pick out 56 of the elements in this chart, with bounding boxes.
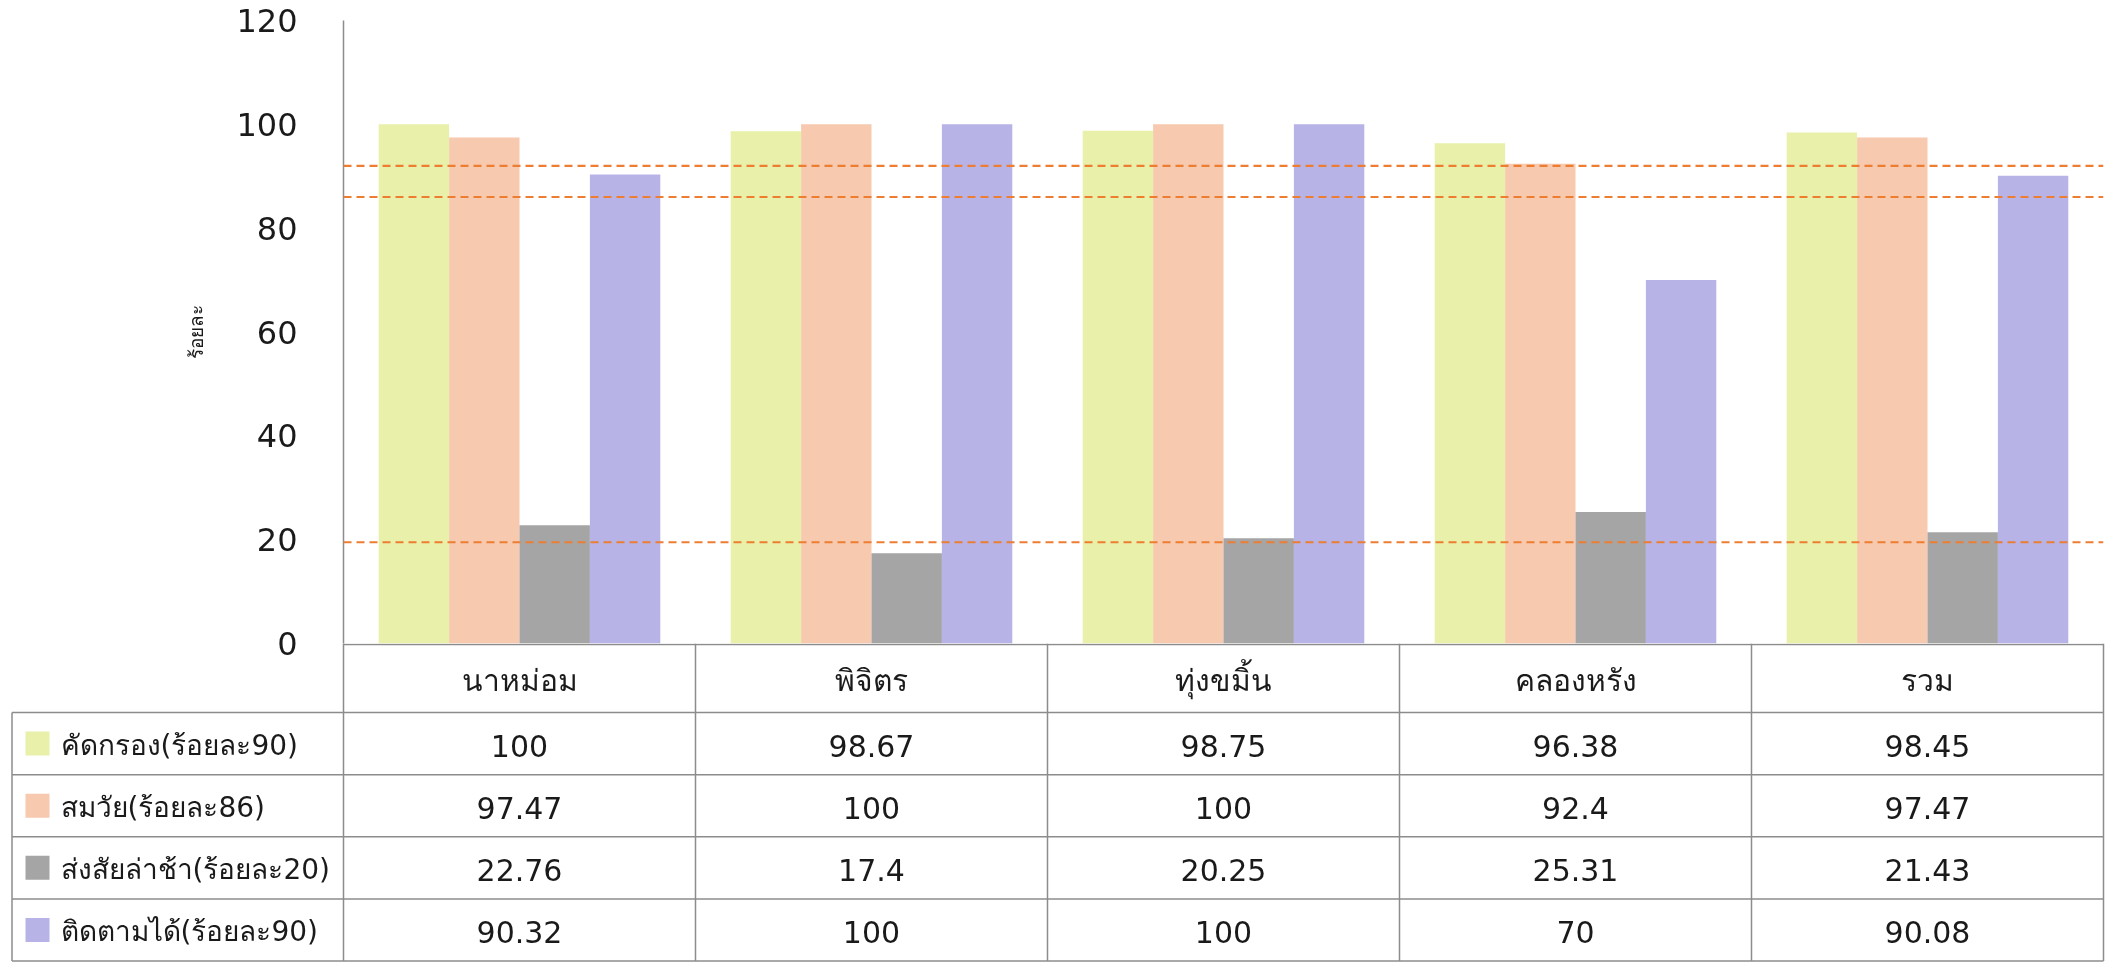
data-label: 100 — [1194, 914, 1253, 950]
bar — [1293, 124, 1365, 644]
y-tick-label: 40 — [256, 417, 298, 456]
data-label: 100 — [490, 728, 549, 764]
data-label: 100 — [842, 914, 901, 950]
data-label: 20.25 — [1180, 852, 1267, 888]
bar — [871, 553, 942, 644]
data-label: 100 — [842, 790, 901, 826]
data-label: 22.76 — [476, 852, 563, 888]
data-label: 98.67 — [828, 728, 915, 764]
y-tick-label: 100 — [236, 105, 298, 144]
bar — [1645, 280, 1717, 644]
y-tick-label: 60 — [256, 313, 298, 352]
data-label: 17.4 — [838, 852, 905, 888]
bar — [589, 174, 661, 644]
bar — [378, 124, 450, 644]
y-tick-label: 120 — [236, 2, 298, 40]
y-tick-label: 80 — [256, 209, 298, 248]
y-axis-title: ร้อยละ — [185, 305, 208, 359]
data-label: 98.45 — [1884, 728, 1971, 764]
x-tick-label: ทุ่งขมิ้น — [1175, 658, 1272, 700]
bar — [941, 124, 1013, 644]
legend-label: สมวัย(ร้อยละ86) — [60, 791, 265, 825]
data-label: 92.4 — [1542, 790, 1609, 826]
bar — [1575, 512, 1646, 644]
bar — [449, 137, 520, 644]
bar — [1223, 538, 1294, 644]
legend-label: ส่งสัยล่าช้า(ร้อยละ20) — [60, 853, 330, 887]
data-label: 25.31 — [1532, 852, 1619, 888]
data-label: 21.43 — [1884, 852, 1971, 888]
bar — [1434, 143, 1506, 644]
data-label: 90.08 — [1884, 914, 1971, 950]
x-tick-label: พิจิตร — [835, 662, 908, 698]
x-tick-label: รวม — [1901, 662, 1954, 698]
bar — [1927, 532, 1998, 644]
data-label: 97.47 — [476, 790, 563, 826]
x-tick-label: คลองหรัง — [1514, 662, 1637, 698]
bar — [1505, 163, 1576, 644]
data-label: 98.75 — [1180, 728, 1267, 764]
legend-label: ติดตามได้(ร้อยละ90) — [60, 915, 318, 949]
data-label: 96.38 — [1532, 728, 1619, 764]
bar — [1082, 130, 1154, 644]
data-label: 90.32 — [476, 914, 563, 950]
bar — [519, 525, 590, 644]
y-tick-label: 20 — [256, 521, 298, 560]
bar — [801, 124, 872, 644]
bar — [1857, 137, 1928, 644]
data-label: 97.47 — [1884, 790, 1971, 826]
data-label: 70 — [1556, 914, 1595, 950]
bar — [730, 131, 802, 644]
data-label: 100 — [1194, 790, 1253, 826]
bar — [1153, 124, 1224, 644]
x-tick-label: นาหม่อม — [461, 662, 578, 698]
bar — [1997, 175, 2069, 644]
y-tick-label: 0 — [277, 625, 298, 663]
legend-label: คัดกรอง(ร้อยละ90) — [60, 729, 298, 763]
